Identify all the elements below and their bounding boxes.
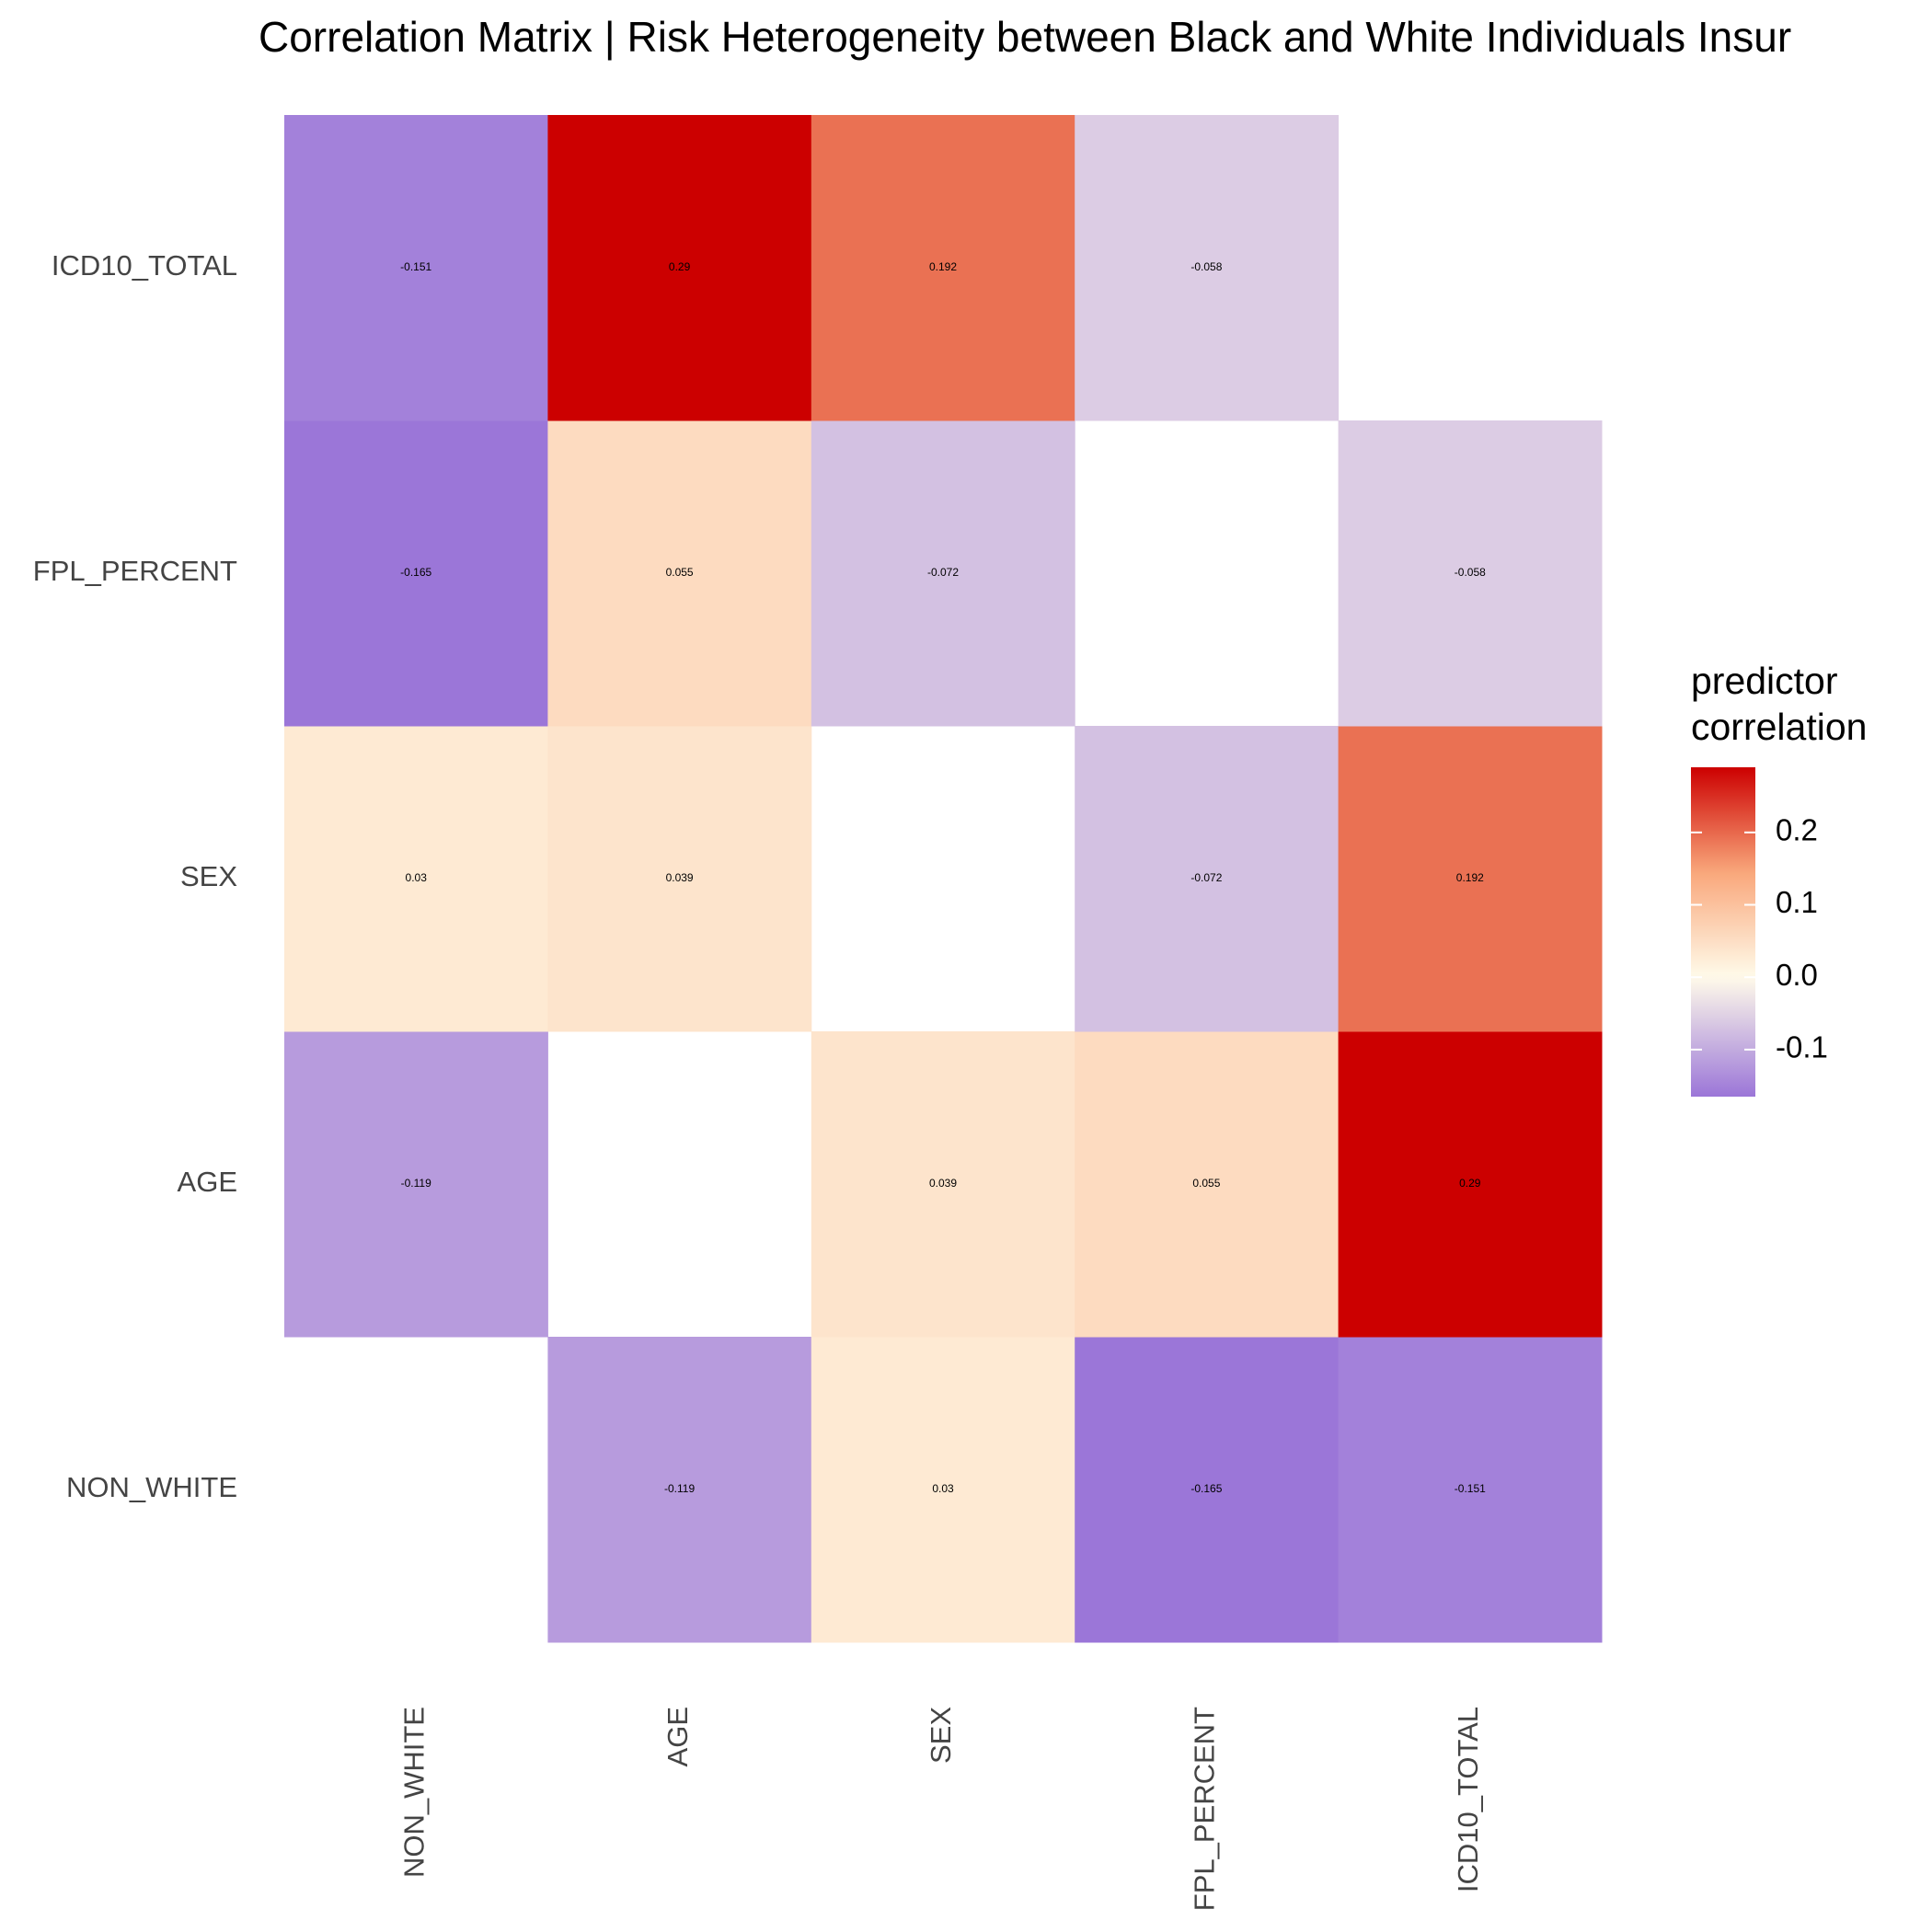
cell-label: 0.03 [932,1482,954,1495]
x-tick-label: SEX [925,1707,957,1764]
cell-label: 0.03 [406,871,428,884]
cell [547,726,812,1032]
x-tick-label: FPL_PERCENT [1189,1707,1221,1911]
y-tick-label: ICD10_TOTAL [52,249,237,282]
x-tick-label: AGE [661,1707,694,1766]
cell [811,1031,1075,1338]
cell-label: -0.119 [664,1482,695,1495]
cell [1338,1337,1603,1643]
cell-label: 0.055 [666,566,694,579]
y-tick-label: FPL_PERCENT [33,555,237,587]
cell [547,420,812,727]
cell [284,726,548,1032]
cell-label: -0.058 [1455,566,1486,579]
x-tick-label: ICD10_TOTAL [1452,1707,1484,1892]
colorbar [1691,767,1755,1097]
cell [284,1031,548,1338]
cell-label: -0.151 [1455,1482,1486,1495]
cell-label: 0.039 [929,1177,957,1190]
cell [1338,726,1603,1032]
cell-label: 0.29 [669,260,691,273]
legend-title: correlation [1691,706,1867,748]
cell-label: -0.165 [1190,1482,1222,1495]
colorbar-tick-label: -0.1 [1776,1030,1828,1064]
cell [1338,420,1603,727]
cell [811,115,1075,421]
x-tick-label: NON_WHITE [397,1707,430,1878]
cell [1075,115,1340,421]
cell [1075,1031,1340,1338]
cell-label: 0.055 [1192,1177,1220,1190]
cell-label: 0.192 [929,260,957,273]
cell-label: -0.119 [401,1177,431,1190]
chart-title: Correlation Matrix | Risk Heterogeneity … [259,13,1791,61]
cell [547,115,812,421]
cell [1338,1031,1603,1338]
cell-label: 0.192 [1456,871,1484,884]
cell-label: 0.29 [1459,1177,1481,1190]
cell [284,115,548,421]
cell [1075,726,1340,1032]
cell [284,420,548,727]
cell-label: -0.072 [1190,871,1222,884]
cell-label: -0.058 [1190,260,1222,273]
cell-label: -0.165 [400,566,431,579]
cell-label: -0.151 [400,260,431,273]
colorbar-tick-label: 0.0 [1776,958,1818,992]
y-tick-label: NON_WHITE [66,1471,237,1503]
colorbar-tick-label: 0.2 [1776,813,1818,847]
cell [811,420,1075,727]
cell-label: 0.039 [666,871,694,884]
cell [547,1337,812,1643]
cell [1075,1337,1340,1643]
colorbar-tick-label: 0.1 [1776,885,1818,919]
legend-title: predictor [1691,660,1838,702]
cell [811,1337,1075,1643]
y-tick-label: AGE [178,1166,237,1198]
y-tick-label: SEX [180,860,237,892]
cell-label: -0.072 [927,566,959,579]
